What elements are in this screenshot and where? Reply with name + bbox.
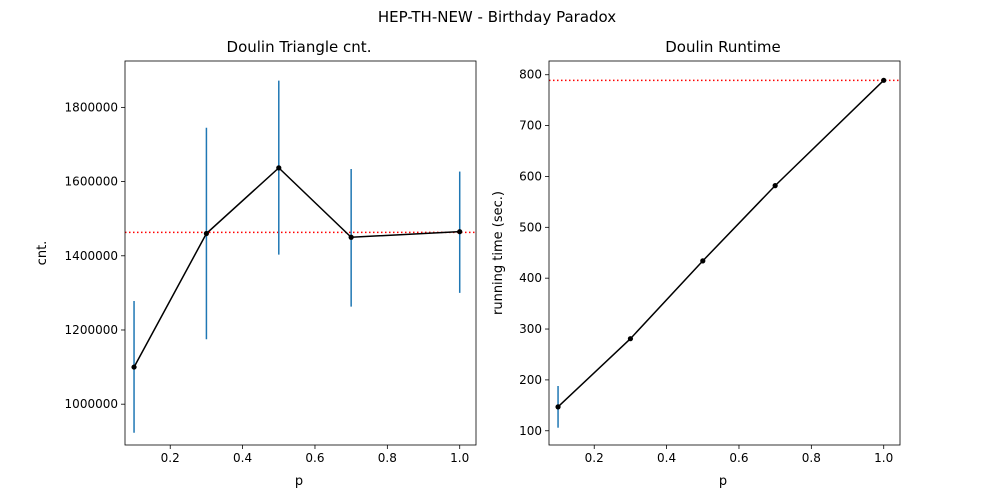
data-point <box>131 364 137 370</box>
x-tick-label: 0.6 <box>305 451 324 465</box>
data-point <box>457 229 463 235</box>
y-tick-label: 700 <box>519 119 542 133</box>
axes-frame <box>124 60 477 446</box>
y-tick-label: 400 <box>519 271 542 285</box>
data-point <box>555 404 561 410</box>
data-point <box>772 183 778 189</box>
x-tick-label: 0.2 <box>585 451 604 465</box>
triangle-count-chart: Doulin Triangle cnt. p cnt. 0.2 0.4 0.6 0.8… <box>35 38 477 489</box>
data-point <box>276 165 282 171</box>
y-tick-label: 200 <box>519 373 542 387</box>
data-point <box>700 258 706 264</box>
data-point <box>881 77 887 83</box>
data-point <box>203 230 210 237</box>
x-axis-label: p <box>295 474 303 489</box>
x-axis-label: p <box>719 474 727 489</box>
y-axis-label: running time (sec.) <box>491 191 506 315</box>
y-tick-label: 1600000 <box>65 175 118 189</box>
y-tick-label: 1400000 <box>65 249 118 263</box>
x-tick-label: 1.0 <box>874 451 893 465</box>
chart-title: Doulin Triangle cnt. <box>227 38 372 56</box>
chart-title: Doulin Runtime <box>665 38 781 56</box>
series-line <box>557 79 885 408</box>
x-tick-label: 0.8 <box>802 451 821 465</box>
y-axis-label: cnt. <box>35 241 50 266</box>
x-tick-label: 0.6 <box>729 451 748 465</box>
y-tick-label: 600 <box>519 169 542 183</box>
x-tick-label: 1.0 <box>450 451 469 465</box>
data-point <box>348 234 354 240</box>
y-tick-label: 500 <box>519 220 542 234</box>
data-point <box>627 336 634 342</box>
y-tick-label: 1200000 <box>65 323 118 337</box>
x-tick-label: 0.8 <box>378 451 397 465</box>
y-tick-label: 1000000 <box>65 397 118 411</box>
y-tick-label: 800 <box>519 68 542 82</box>
runtime-chart: Doulin Runtime p running time (sec.) 0.2… <box>491 38 901 489</box>
figure-suptitle: HEP-TH-NEW - Birthday Paradox <box>378 8 616 26</box>
axes-frame <box>548 60 901 446</box>
x-tick-label: 0.4 <box>233 451 252 465</box>
y-tick-label: 100 <box>519 424 542 438</box>
x-tick-label: 0.2 <box>161 451 180 465</box>
y-tick-label: 300 <box>519 322 542 336</box>
x-tick-label: 0.4 <box>657 451 676 465</box>
series-line <box>133 166 460 368</box>
y-tick-label: 1800000 <box>65 100 118 114</box>
